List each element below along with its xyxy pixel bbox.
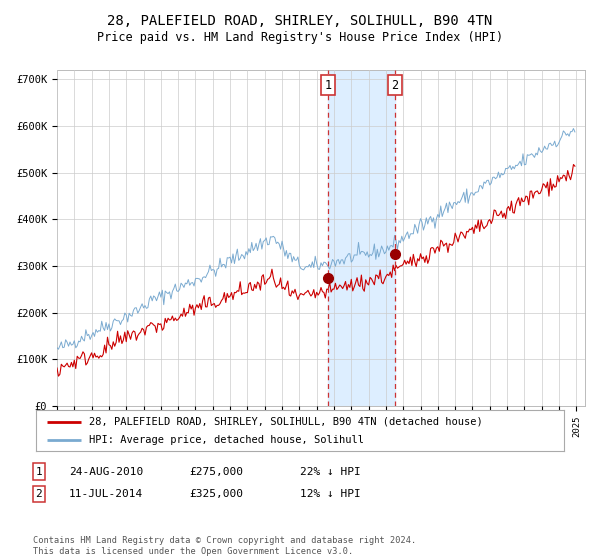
Text: Price paid vs. HM Land Registry's House Price Index (HPI): Price paid vs. HM Land Registry's House … bbox=[97, 31, 503, 44]
Text: HPI: Average price, detached house, Solihull: HPI: Average price, detached house, Soli… bbox=[89, 435, 364, 445]
Text: Contains HM Land Registry data © Crown copyright and database right 2024.
This d: Contains HM Land Registry data © Crown c… bbox=[33, 536, 416, 556]
Text: 2: 2 bbox=[35, 489, 43, 499]
Text: 28, PALEFIELD ROAD, SHIRLEY, SOLIHULL, B90 4TN (detached house): 28, PALEFIELD ROAD, SHIRLEY, SOLIHULL, B… bbox=[89, 417, 482, 427]
Text: 2: 2 bbox=[392, 78, 398, 92]
Text: 28, PALEFIELD ROAD, SHIRLEY, SOLIHULL, B90 4TN: 28, PALEFIELD ROAD, SHIRLEY, SOLIHULL, B… bbox=[107, 14, 493, 28]
Text: 1: 1 bbox=[35, 466, 43, 477]
Text: £275,000: £275,000 bbox=[189, 466, 243, 477]
Text: 11-JUL-2014: 11-JUL-2014 bbox=[69, 489, 143, 499]
Text: £325,000: £325,000 bbox=[189, 489, 243, 499]
Bar bbox=[328, 70, 395, 406]
Text: 22% ↓ HPI: 22% ↓ HPI bbox=[300, 466, 361, 477]
Text: 24-AUG-2010: 24-AUG-2010 bbox=[69, 466, 143, 477]
Text: 1: 1 bbox=[325, 78, 331, 92]
Text: 12% ↓ HPI: 12% ↓ HPI bbox=[300, 489, 361, 499]
